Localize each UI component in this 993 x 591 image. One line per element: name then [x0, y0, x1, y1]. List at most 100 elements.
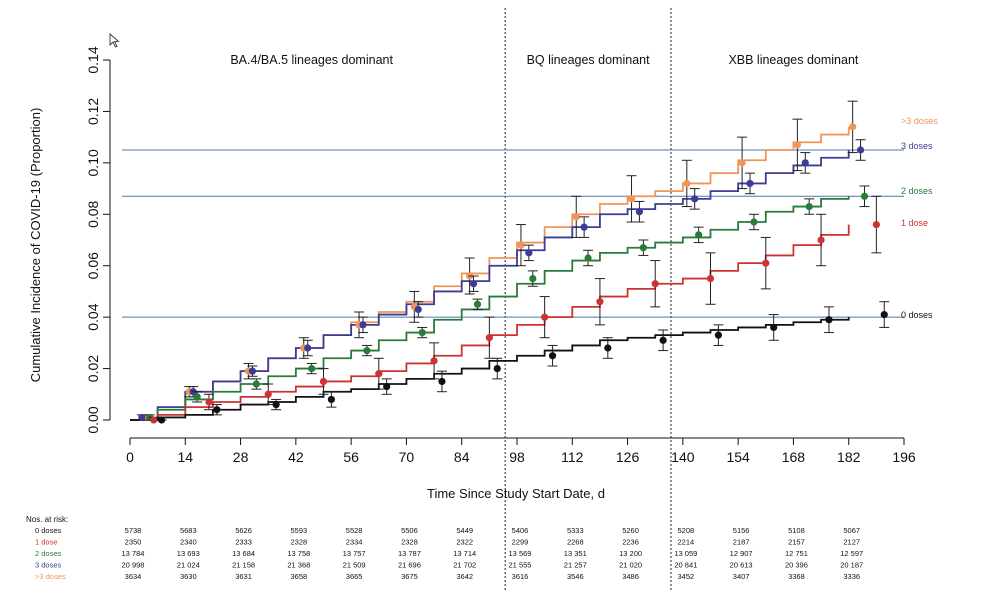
- risk-row-label-gt3-doses: >3 doses: [35, 572, 66, 581]
- risk-cell-1-dose-5: 2328: [401, 538, 418, 547]
- point-gt3-doses-10: [683, 179, 691, 188]
- point-2-doses-6: [473, 300, 482, 308]
- risk-cell-1-dose-1: 2340: [180, 538, 197, 547]
- point-3-doses-3: [304, 344, 312, 352]
- series-label-3-doses: 3 doses: [901, 141, 933, 151]
- reference-lines: [122, 149, 904, 318]
- point-2-doses-1: [193, 393, 201, 401]
- risk-cell-0-doses-0: 5738: [125, 526, 142, 535]
- point-1-dose-6: [485, 334, 493, 342]
- point-3-doses-6: [469, 280, 478, 288]
- point-2-doses-10: [695, 231, 703, 239]
- x-axis-title: Time Since Study Start Date, d: [427, 486, 605, 501]
- risk-cell-0-doses-1: 5683: [180, 526, 197, 535]
- x-tick-label-13: 182: [837, 449, 861, 465]
- point-2-doses-2: [252, 380, 260, 388]
- series-label-1-dose: 1 dose: [901, 218, 928, 228]
- risk-cell-2-doses-4: 13 757: [343, 549, 366, 558]
- x-tick-label-1: 14: [177, 449, 193, 465]
- point-2-doses-4: [363, 346, 371, 355]
- x-tick-label-3: 42: [288, 449, 304, 465]
- risk-cell-gt3-doses-3: 3658: [291, 572, 308, 581]
- risk-cell-gt3-doses-2: 3631: [235, 572, 252, 581]
- risk-cell-1-dose-11: 2187: [733, 538, 750, 547]
- x-axis: 0 14 28 42 56 70 84 98 112 126 140 154 168 182 196: [126, 437, 916, 465]
- point-2-doses-7: [529, 274, 537, 283]
- risk-cell-0-doses-8: 5333: [567, 526, 584, 535]
- risk-cell-gt3-doses-6: 3642: [456, 572, 473, 581]
- point-2-doses-13: [860, 192, 869, 200]
- y-tick-label-1: 0.02: [85, 355, 101, 382]
- risk-cell-3-doses-11: 20 613: [730, 561, 753, 570]
- curve-3-doses: [130, 150, 850, 421]
- risk-row-label-0-doses: 0 doses: [35, 526, 62, 535]
- point-0-doses-3: [327, 395, 335, 404]
- x-tick-label-9: 126: [616, 449, 640, 465]
- risk-cell-1-dose-7: 2299: [512, 538, 529, 547]
- point-0-doses-1: [213, 406, 221, 414]
- risk-cell-3-doses-2: 21 158: [232, 561, 255, 570]
- point-2-doses-5: [418, 328, 426, 337]
- risk-cell-1-dose-0: 2350: [125, 538, 142, 547]
- risk-cell-3-doses-1: 21 024: [177, 561, 200, 570]
- point-2-doses-12: [805, 202, 813, 211]
- risk-cell-3-doses-13: 20 187: [840, 561, 863, 570]
- risk-cell-3-doses-12: 20 396: [785, 561, 808, 570]
- point-1-dose-9: [651, 280, 659, 288]
- risk-cell-0-doses-3: 5593: [291, 526, 308, 535]
- risk-cell-3-doses-9: 21 020: [619, 561, 642, 570]
- y-tick-label-4: 0.08: [85, 200, 101, 227]
- x-tick-label-11: 154: [726, 449, 750, 465]
- risk-row-label-3-doses: 3 doses: [35, 561, 62, 570]
- risk-cell-2-doses-7: 13 569: [509, 549, 532, 558]
- y-axis: 0.00 0.02 0.04 0.06 0.08 0.10 0.12 0.14: [85, 46, 111, 434]
- x-tick-label-12: 168: [782, 449, 806, 465]
- point-0-doses-2: [272, 400, 280, 409]
- risk-cell-2-doses-10: 13 059: [674, 549, 697, 558]
- risk-cell-gt3-doses-7: 3616: [512, 572, 529, 581]
- risk-cell-2-doses-11: 12 907: [730, 549, 753, 558]
- risk-cell-0-doses-12: 5108: [788, 526, 805, 535]
- point-1-dose-2: [264, 390, 272, 398]
- point-0-doses-5: [438, 377, 446, 386]
- point-3-doses-0: [138, 413, 146, 422]
- x-tick-label-0: 0: [126, 449, 134, 465]
- point-gt3-doses-11: [738, 159, 746, 167]
- risk-cell-0-doses-9: 5260: [622, 526, 639, 535]
- risk-cell-0-doses-11: 5156: [733, 526, 750, 535]
- point-0-doses-9: [659, 336, 667, 344]
- series-points: [136, 100, 890, 424]
- point-0-doses-6: [493, 364, 501, 373]
- era-label-1: BQ lineages dominant: [527, 53, 651, 67]
- risk-cell-3-doses-6: 21 702: [453, 561, 476, 570]
- risk-cell-0-doses-10: 5208: [678, 526, 695, 535]
- era-label-2: XBB lineages dominant: [728, 53, 858, 67]
- point-1-dose-0: [150, 416, 158, 424]
- series-label-gt3-doses: >3 doses: [901, 116, 938, 126]
- point-gt3-doses-12: [793, 141, 801, 149]
- risk-cell-3-doses-5: 21 696: [398, 561, 421, 570]
- risk-cell-0-doses-13: 5067: [843, 526, 860, 535]
- point-3-doses-10: [691, 195, 699, 203]
- risk-cell-2-doses-2: 13 684: [232, 549, 255, 558]
- risk-table: Nos. at risk: 0 doses 5738 5683 5626 5593 5528…: [26, 515, 863, 581]
- risk-cell-3-doses-8: 21 257: [564, 561, 587, 570]
- risk-cell-1-dose-13: 2127: [843, 538, 860, 547]
- y-axis-title: Cumulative Incidence of COVID-19 (Propor…: [28, 108, 43, 383]
- point-gt3-doses-9: [627, 195, 636, 203]
- risk-cell-1-dose-12: 2157: [788, 538, 805, 547]
- point-3-doses-4: [359, 321, 367, 329]
- point-1-dose-11: [762, 259, 770, 267]
- risk-cell-3-doses-10: 20 841: [674, 561, 697, 570]
- risk-cell-2-doses-6: 13 714: [453, 549, 476, 558]
- y-tick-label-0: 0.00: [85, 406, 101, 433]
- point-0-doses-12: [825, 316, 833, 324]
- curve-2-doses: [130, 196, 850, 421]
- point-1-dose-5: [430, 357, 438, 365]
- point-1-dose-3: [319, 377, 328, 386]
- risk-cell-gt3-doses-5: 3675: [401, 572, 418, 581]
- cursor-icon: [109, 33, 120, 48]
- risk-cell-3-doses-7: 21 555: [509, 561, 532, 570]
- risk-cell-2-doses-5: 13 787: [398, 549, 421, 558]
